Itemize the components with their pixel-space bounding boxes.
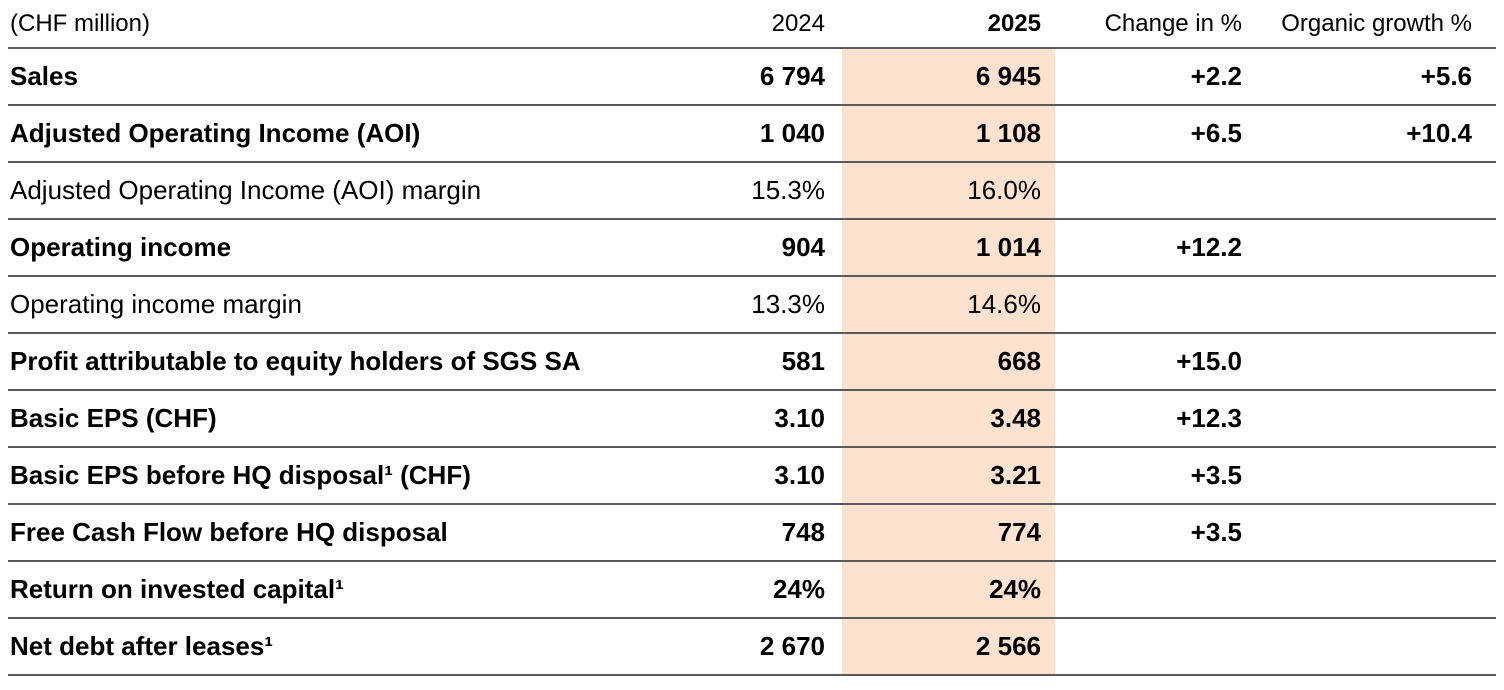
row-label: Operating income margin bbox=[8, 276, 642, 334]
row-label: Free Cash Flow before HQ disposal bbox=[8, 504, 642, 562]
value-2025: 3.21 bbox=[842, 447, 1055, 505]
column-header-2024: 2024 bbox=[642, 0, 842, 49]
row-label: Basic EPS before HQ disposal¹ (CHF) bbox=[8, 447, 642, 505]
value-2025: 774 bbox=[842, 504, 1055, 562]
table-row: Return on invested capital¹ 24% 24% bbox=[8, 561, 1496, 619]
value-2024: 748 bbox=[642, 504, 842, 562]
column-header-organic: Organic growth % bbox=[1250, 0, 1496, 49]
value-2025: 668 bbox=[842, 333, 1055, 391]
value-2024: 2 670 bbox=[642, 618, 842, 676]
value-organic bbox=[1250, 618, 1496, 676]
column-header-2025: 2025 bbox=[842, 0, 1055, 49]
value-2024: 24% bbox=[642, 561, 842, 619]
table-row: Operating income margin 13.3% 14.6% bbox=[8, 276, 1496, 334]
value-change: +3.5 bbox=[1055, 504, 1250, 562]
table-header-row: (CHF million) 2024 2025 Change in % Orga… bbox=[8, 0, 1496, 49]
row-label: Basic EPS (CHF) bbox=[8, 390, 642, 448]
value-2024: 581 bbox=[642, 333, 842, 391]
value-2025: 14.6% bbox=[842, 276, 1055, 334]
value-organic bbox=[1250, 561, 1496, 619]
unit-label: (CHF million) bbox=[8, 0, 642, 49]
value-organic bbox=[1250, 162, 1496, 220]
column-header-change: Change in % bbox=[1055, 0, 1250, 49]
value-2024: 3.10 bbox=[642, 447, 842, 505]
key-figures-table: (CHF million) 2024 2025 Change in % Orga… bbox=[8, 0, 1496, 676]
value-2024: 3.10 bbox=[642, 390, 842, 448]
value-2024: 904 bbox=[642, 219, 842, 277]
value-change bbox=[1055, 618, 1250, 676]
table-row: Free Cash Flow before HQ disposal 748 77… bbox=[8, 504, 1496, 562]
row-label: Net debt after leases¹ bbox=[8, 618, 642, 676]
value-organic: +5.6 bbox=[1250, 48, 1496, 106]
table-row: Basic EPS (CHF) 3.10 3.48 +12.3 bbox=[8, 390, 1496, 448]
value-change bbox=[1055, 561, 1250, 619]
value-2024: 15.3% bbox=[642, 162, 842, 220]
value-2024: 6 794 bbox=[642, 48, 842, 106]
value-change bbox=[1055, 276, 1250, 334]
table-row: Profit attributable to equity holders of… bbox=[8, 333, 1496, 391]
value-organic: +10.4 bbox=[1250, 105, 1496, 163]
value-change: +15.0 bbox=[1055, 333, 1250, 391]
value-organic bbox=[1250, 333, 1496, 391]
value-change: +3.5 bbox=[1055, 447, 1250, 505]
value-organic bbox=[1250, 447, 1496, 505]
table-row: Adjusted Operating Income (AOI) margin 1… bbox=[8, 162, 1496, 220]
row-label: Return on invested capital¹ bbox=[8, 561, 642, 619]
table-row: Basic EPS before HQ disposal¹ (CHF) 3.10… bbox=[8, 447, 1496, 505]
value-2025: 1 014 bbox=[842, 219, 1055, 277]
value-organic bbox=[1250, 219, 1496, 277]
row-label: Sales bbox=[8, 48, 642, 106]
table-row: Net debt after leases¹ 2 670 2 566 bbox=[8, 618, 1496, 676]
value-organic bbox=[1250, 504, 1496, 562]
row-label: Profit attributable to equity holders of… bbox=[8, 333, 642, 391]
value-2025: 16.0% bbox=[842, 162, 1055, 220]
value-2024: 13.3% bbox=[642, 276, 842, 334]
row-label: Operating income bbox=[8, 219, 642, 277]
row-label: Adjusted Operating Income (AOI) margin bbox=[8, 162, 642, 220]
value-change: +6.5 bbox=[1055, 105, 1250, 163]
value-change bbox=[1055, 162, 1250, 220]
value-change: +12.2 bbox=[1055, 219, 1250, 277]
value-organic bbox=[1250, 390, 1496, 448]
table-row: Operating income 904 1 014 +12.2 bbox=[8, 219, 1496, 277]
row-label: Adjusted Operating Income (AOI) bbox=[8, 105, 642, 163]
value-change: +12.3 bbox=[1055, 390, 1250, 448]
value-organic bbox=[1250, 276, 1496, 334]
value-2025: 3.48 bbox=[842, 390, 1055, 448]
value-2025: 6 945 bbox=[842, 48, 1055, 106]
table-row: Sales 6 794 6 945 +2.2 +5.6 bbox=[8, 48, 1496, 106]
value-change: +2.2 bbox=[1055, 48, 1250, 106]
value-2024: 1 040 bbox=[642, 105, 842, 163]
table-row: Adjusted Operating Income (AOI) 1 040 1 … bbox=[8, 105, 1496, 163]
value-2025: 2 566 bbox=[842, 618, 1055, 676]
value-2025: 1 108 bbox=[842, 105, 1055, 163]
value-2025: 24% bbox=[842, 561, 1055, 619]
